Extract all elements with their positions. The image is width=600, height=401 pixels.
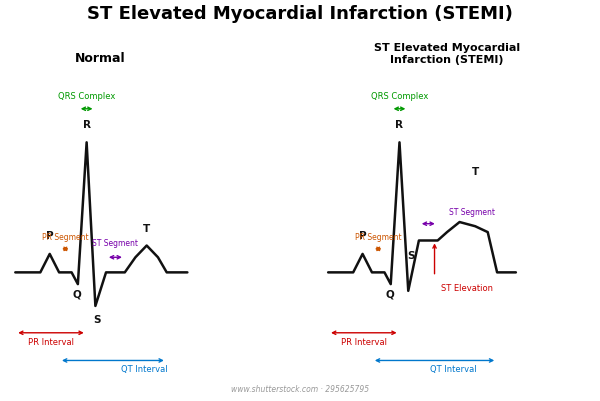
- Text: P: P: [359, 231, 367, 241]
- Text: S: S: [93, 315, 100, 325]
- Text: ST Segment: ST Segment: [449, 209, 495, 217]
- Text: R: R: [83, 120, 91, 130]
- Text: PR Interval: PR Interval: [341, 338, 387, 346]
- Text: P: P: [46, 231, 53, 241]
- Text: QRS Complex: QRS Complex: [58, 92, 115, 101]
- Text: Normal: Normal: [74, 52, 125, 65]
- Text: QT Interval: QT Interval: [430, 365, 476, 374]
- Text: ST Elevated Myocardial Infarction (STEMI): ST Elevated Myocardial Infarction (STEMI…: [87, 5, 513, 23]
- Text: www.shutterstock.com · 295625795: www.shutterstock.com · 295625795: [231, 385, 369, 393]
- Text: R: R: [395, 120, 403, 130]
- Text: ST Segment: ST Segment: [92, 239, 139, 248]
- Text: PR Segment: PR Segment: [42, 233, 89, 242]
- Text: PR Interval: PR Interval: [28, 338, 74, 346]
- Text: ST Elevated Myocardial
Infarction (STEMI): ST Elevated Myocardial Infarction (STEMI…: [374, 43, 520, 65]
- Text: Q: Q: [72, 290, 81, 300]
- Text: ST Elevation: ST Elevation: [441, 284, 493, 293]
- Text: Q: Q: [385, 290, 394, 300]
- Text: QT Interval: QT Interval: [121, 365, 167, 374]
- Text: S: S: [407, 251, 415, 261]
- Text: T: T: [143, 224, 151, 234]
- Text: QRS Complex: QRS Complex: [371, 92, 428, 101]
- Text: T: T: [472, 167, 479, 177]
- Text: PR Segment: PR Segment: [355, 233, 401, 242]
